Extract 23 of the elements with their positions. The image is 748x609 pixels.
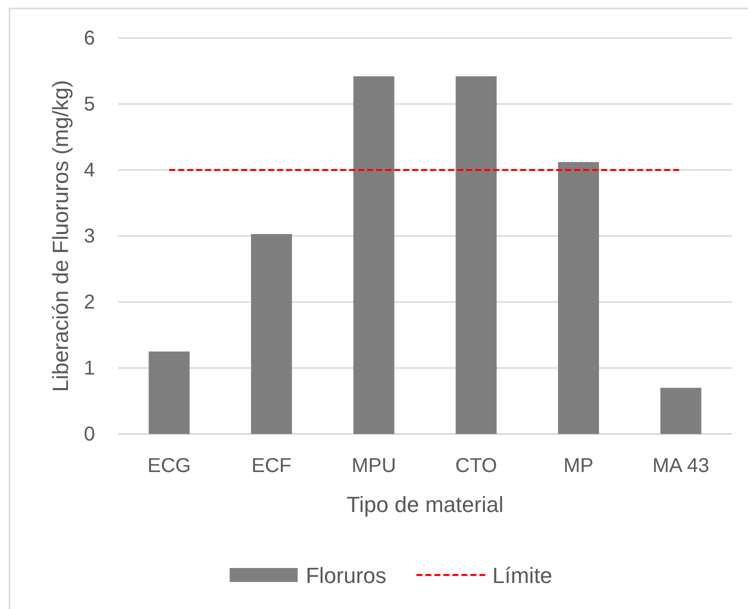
y-tick-label: 5: [84, 93, 95, 116]
y-tick-label: 3: [84, 225, 95, 248]
bar: [148, 352, 190, 434]
x-tick-label: MPU: [352, 455, 396, 478]
x-axis-title: Tipo de material: [346, 492, 504, 517]
bar: [456, 76, 497, 434]
y-tick-label: 1: [84, 357, 95, 380]
bar: [353, 76, 394, 434]
y-tick-label: 4: [84, 159, 95, 182]
y-axis-title: Liberación de Fluoruros (mg/kg): [48, 80, 73, 392]
y-tick-label: 6: [84, 27, 95, 50]
y-tick-label: 0: [84, 423, 95, 446]
legend-label: Floruros: [306, 563, 386, 588]
legend-label: Límite: [492, 563, 552, 588]
bar: [660, 388, 702, 434]
x-tick-label: ECG: [147, 455, 191, 478]
x-tick-label: ECF: [252, 455, 292, 478]
y-tick-label: 2: [84, 291, 95, 314]
x-tick-label: MA 43: [652, 455, 710, 478]
x-tick-label: CTO: [455, 455, 498, 478]
bar: [558, 162, 599, 434]
x-tick-label: MP: [564, 455, 594, 478]
bar: [251, 234, 292, 434]
